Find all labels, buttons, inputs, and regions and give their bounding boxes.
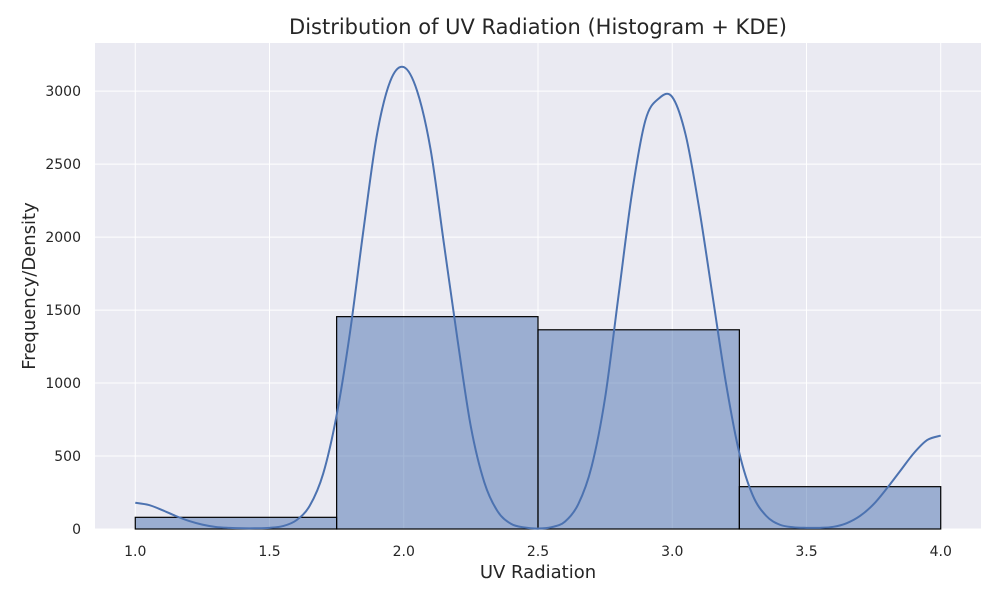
x-tick-label: 1.0 (124, 544, 146, 560)
y-tick-label: 3000 (45, 84, 81, 100)
x-tick-label: 1.5 (258, 544, 280, 560)
y-tick-label: 1500 (45, 303, 81, 319)
x-tick-label: 4.0 (930, 544, 952, 560)
histogram-bar (336, 316, 539, 530)
y-tick-label: 2000 (45, 230, 81, 246)
histogram-bar (537, 329, 740, 530)
y-tick-label: 2500 (45, 157, 81, 173)
histogram-bar (738, 486, 942, 530)
y-axis-title: Frequency/Density (19, 202, 40, 370)
kde-curve (135, 65, 942, 530)
y-tick-label: 0 (72, 522, 81, 538)
x-axis-ticks: 1.0 1.5 2.0 2.5 3.0 3.5 4.0 (124, 544, 952, 560)
x-tick-label: 2.0 (393, 544, 415, 560)
x-tick-label: 3.0 (661, 544, 683, 560)
y-tick-label: 500 (54, 449, 81, 465)
x-tick-label: 2.5 (527, 544, 549, 560)
histogram-bars (134, 316, 942, 530)
y-tick-label: 1000 (45, 376, 81, 392)
x-tick-label: 3.5 (795, 544, 817, 560)
kde-line (135, 65, 942, 530)
x-axis-title: UV Radiation (480, 562, 596, 583)
chart-title: Distribution of UV Radiation (Histogram … (289, 15, 787, 39)
y-axis-ticks: 0 500 1000 1500 2000 2500 3000 (45, 84, 81, 538)
